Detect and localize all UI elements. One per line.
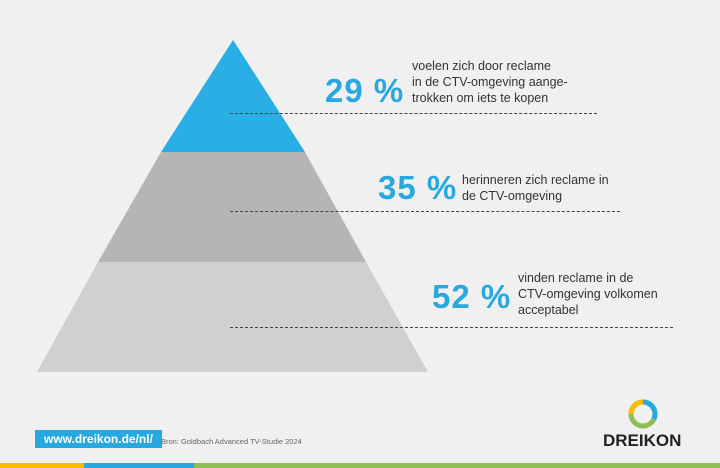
brand-logo-text: DREIKON <box>603 431 682 450</box>
label-35: herinneren zich reclame in de CTV-omgevi… <box>462 172 609 204</box>
pyramid-bottom-segment <box>37 262 428 372</box>
label-line: acceptabel <box>518 303 579 317</box>
percent-52: 52 % <box>432 278 512 315</box>
label-line: in de CTV-omgeving aange- <box>412 75 568 89</box>
label-line: herinneren zich reclame in <box>462 173 609 187</box>
label-line: voelen zich door reclame <box>412 59 551 73</box>
pyramid-top-segment <box>161 40 305 152</box>
stripe-blue <box>84 463 194 468</box>
label-52: vinden reclame in de CTV-omgeving volkom… <box>518 270 658 318</box>
percent-35: 35 % <box>378 169 458 206</box>
label-29: voelen zich door reclame in de CTV-omgev… <box>412 58 568 106</box>
source-note: Bron: Goldbach Advanced TV-Studie 2024 <box>161 437 302 446</box>
divider-52 <box>230 327 673 328</box>
percent-29: 29 % <box>325 72 405 109</box>
stripe-green <box>194 463 720 468</box>
label-line: vinden reclame in de <box>518 271 634 285</box>
stripe-yellow <box>0 463 84 468</box>
pyramid-middle-segment <box>98 152 366 262</box>
label-line: CTV-omgeving volkomen <box>518 287 658 301</box>
dreikon-logo-ring-icon <box>628 399 658 429</box>
label-line: trokken om iets te kopen <box>412 91 549 105</box>
website-link[interactable]: www.dreikon.de/nl/ <box>35 430 162 448</box>
label-line: de CTV-omgeving <box>462 189 563 203</box>
divider-35 <box>230 211 620 212</box>
divider-29 <box>230 113 597 114</box>
